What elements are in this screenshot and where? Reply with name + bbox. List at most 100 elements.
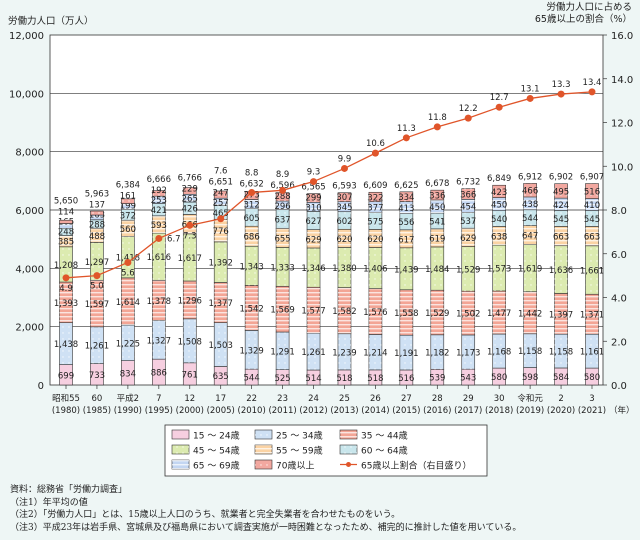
bar-total-label: 6,907: [580, 173, 604, 183]
bar-value-label: 544: [244, 374, 260, 384]
right-axis-label: 65歳以上の割合（%）: [535, 13, 632, 25]
x-tick-label: 23: [277, 394, 288, 404]
bar-value-label: 1,377: [209, 299, 233, 309]
bar-segment-pattern: [337, 229, 351, 248]
legend-swatch-pattern: [255, 430, 272, 439]
bar-total-label: 6,732: [456, 178, 480, 188]
x-tick-year: (2020): [547, 406, 575, 416]
bar-value-label: 635: [213, 372, 229, 382]
ratio-point: [464, 114, 472, 122]
bar-segment-pattern: [183, 194, 197, 203]
bar-value-label: 620: [367, 235, 383, 245]
bar-segment-pattern: [90, 215, 104, 220]
bar-total-label: 6,609: [363, 181, 387, 191]
bar-value-label: 1,371: [580, 311, 604, 321]
x-tick-year: (2018): [485, 406, 513, 416]
bar-value-label: 580: [491, 373, 507, 383]
bar-segment-pattern: [430, 190, 444, 200]
x-tick-label: 26: [370, 394, 381, 404]
bar-segment-pattern: [461, 291, 475, 335]
ratio-point: [371, 149, 379, 157]
bar-segment-pattern: [121, 209, 135, 221]
bar-total-label: 5,963: [85, 190, 109, 200]
bar-segment-pattern: [585, 294, 599, 335]
legend: [164, 424, 488, 477]
legend-swatch-pattern: [255, 460, 272, 469]
legend-label: 60 ～ 64歳: [361, 445, 408, 457]
ratio-label: 5.0: [90, 282, 104, 292]
bar-segment-pattern: [121, 236, 135, 278]
bar-value-label: 247: [213, 188, 229, 198]
bar-value-label: 488: [89, 232, 105, 242]
bar-value-label: 495: [553, 187, 569, 197]
bar-segment-pattern: [59, 223, 73, 229]
bar-value-label: 1,329: [239, 346, 263, 356]
bar-value-label: 1,529: [456, 265, 480, 275]
bar-segment-pattern: [245, 330, 259, 370]
bar-segment-pattern: [461, 228, 475, 247]
bar-segment-pattern: [554, 198, 568, 211]
bar-total-label: 6,632: [239, 180, 263, 190]
bar-value-label: 1,503: [209, 341, 233, 351]
bar-segment-pattern: [368, 212, 382, 230]
bar-segment-pattern: [214, 198, 228, 206]
bar-value-label: 1,418: [116, 254, 140, 264]
x-tick-year: (2010): [238, 406, 266, 416]
bar-segment-pattern: [461, 199, 475, 213]
bar-segment-pattern: [90, 219, 104, 229]
bar-value-label: 114: [58, 208, 74, 218]
bar-value-label: 426: [182, 205, 198, 215]
bar-segment-pattern: [152, 215, 166, 234]
bar-segment-pattern: [368, 201, 382, 213]
x-tick-label: 2: [558, 394, 563, 404]
bar-value-label: 1,378: [147, 297, 171, 307]
bar-value-label: 1,158: [518, 347, 542, 357]
bar-segment-pattern: [214, 190, 228, 199]
bar-value-label: 1,291: [270, 347, 294, 357]
bar-segment-pattern: [368, 334, 382, 370]
x-tick-year: (1990): [114, 406, 142, 416]
bar-value-label: 1,502: [456, 310, 480, 320]
bar-segment-pattern: [523, 291, 537, 334]
bar-value-label: 454: [460, 202, 476, 212]
bar-value-label: 575: [367, 218, 383, 228]
ratio-point: [495, 103, 503, 111]
bar-segment-pattern: [152, 320, 166, 360]
bar-segment-pattern: [245, 285, 259, 331]
bar-value-label: 593: [151, 221, 167, 231]
x-tick-year: (2012): [299, 406, 327, 416]
x-tick-label: 7: [156, 394, 161, 404]
bar-value-label: 1,158: [549, 348, 573, 358]
bar-value-label: 617: [398, 235, 414, 245]
bar-value-label: 385: [58, 238, 74, 248]
bar-segment-pattern: [585, 334, 599, 369]
legend-swatch: [171, 429, 190, 440]
y2-tick-label: 14.0: [611, 75, 633, 86]
bar-total-label: 6,384: [116, 180, 140, 190]
bar-value-label: 637: [274, 215, 290, 225]
bar-value-label: 1,442: [518, 309, 542, 319]
bar-value-label: 288: [89, 221, 105, 231]
bar-segment-pattern: [307, 193, 321, 203]
source-note: 資料：総務省「労働力調査」: [10, 485, 128, 495]
bar-value-label: 1,173: [456, 349, 480, 359]
bar-value-label: 1,397: [549, 310, 573, 320]
bar-segment-pattern: [461, 334, 475, 370]
bar-value-label: 1,614: [116, 298, 140, 308]
bar-value-label: 299: [305, 193, 321, 203]
ratio-point: [93, 272, 101, 280]
bar-value-label: 1,569: [270, 306, 294, 316]
bar-value-label: 450: [491, 201, 507, 211]
bar-total-label: 6,849: [487, 174, 511, 184]
x-unit-label: （年）: [609, 405, 635, 416]
bar-value-label: 413: [398, 204, 414, 214]
bar-segment-pattern: [214, 241, 228, 283]
bar-segment-pattern: [245, 246, 259, 286]
bar-value-label: 514: [305, 374, 321, 384]
legend-line-marker: [346, 462, 351, 467]
ratio-point: [526, 94, 534, 102]
legend-swatch-pattern: [340, 430, 357, 439]
bar-segment-pattern: [399, 191, 413, 202]
bar-segment-pattern: [430, 246, 444, 291]
stacked-bar-chart: 0 2,000 4,000 6,000 8,000 10,000 12,000 0.0 2.0 4…: [8, 1, 635, 477]
